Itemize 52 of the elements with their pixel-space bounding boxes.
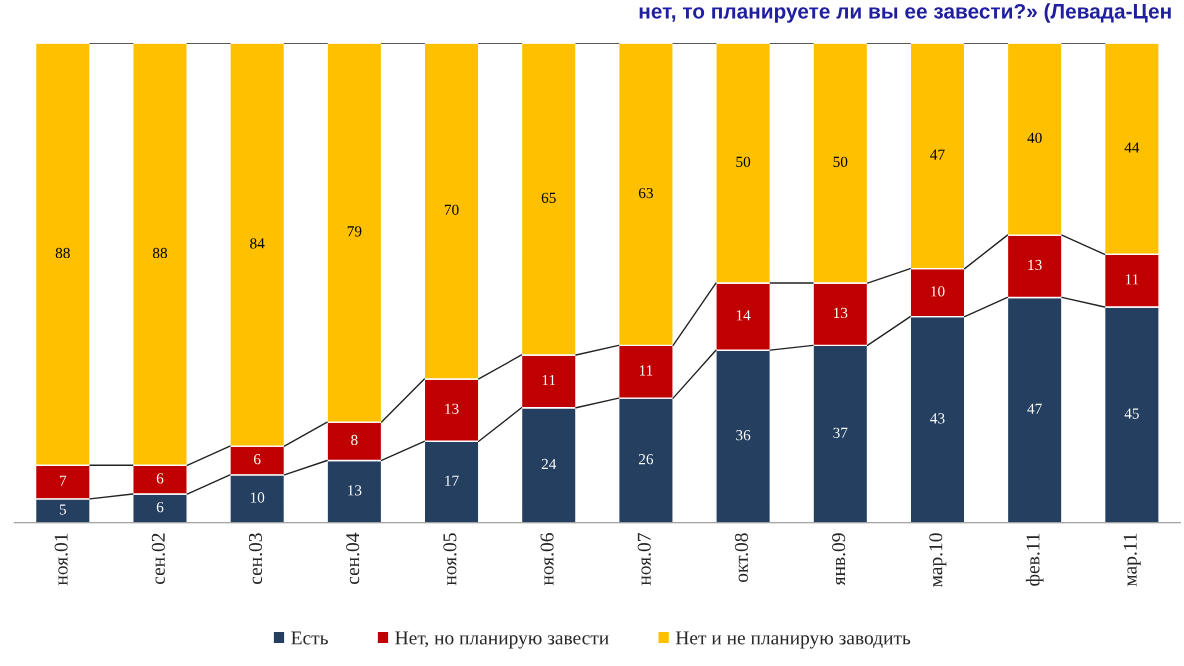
x-tick-label: окт.08 <box>734 533 749 583</box>
data-label: 26 <box>638 454 654 465</box>
x-tick-label: ноя.07 <box>637 533 651 586</box>
data-label: 63 <box>638 187 653 199</box>
x-tick-label: сен.04 <box>346 532 360 585</box>
x-tick-label: ноя.05 <box>443 533 457 586</box>
data-label: 24 <box>541 458 557 469</box>
x-tick-label: ноя.01 <box>54 533 68 586</box>
x-tick-label: фев.11 <box>1025 533 1044 586</box>
x-tick-label: сен.03 <box>248 533 263 585</box>
data-label: 65 <box>541 192 556 203</box>
data-label: 43 <box>930 413 945 424</box>
x-tick-label: ноя.06 <box>540 533 554 586</box>
data-label: 10 <box>250 492 265 503</box>
data-label: 13 <box>445 403 459 414</box>
data-label: 47 <box>1027 403 1042 414</box>
data-label: 88 <box>152 247 168 259</box>
data-label: 7 <box>59 475 67 486</box>
data-label: 11 <box>542 374 556 386</box>
chart-title: нет, то планируете ли вы ее завести?» (Левада-Цен <box>639 3 1171 23</box>
legend-label: Есть <box>291 631 328 645</box>
data-label: 6 <box>254 454 261 465</box>
data-label: 50 <box>736 156 751 167</box>
data-label: 45 <box>1124 408 1139 419</box>
data-label: 6 <box>156 473 164 484</box>
data-label: 11 <box>1125 274 1139 285</box>
data-label: 6 <box>156 501 164 513</box>
x-tick-label: сен.02 <box>151 533 165 585</box>
legend-label: Нет, но планирую завести <box>395 631 609 649</box>
data-label: 44 <box>1124 142 1140 153</box>
x-tick-label: мар.10 <box>929 533 947 587</box>
x-tick-label: янв.09 <box>832 533 846 586</box>
data-label: 14 <box>736 310 751 321</box>
data-label: 10 <box>931 286 945 297</box>
data-label: 36 <box>736 430 751 441</box>
data-label: 13 <box>348 485 362 496</box>
data-label: 88 <box>55 247 70 259</box>
data-label: 37 <box>833 427 848 438</box>
data-label: 84 <box>250 238 265 249</box>
data-label: 5 <box>59 504 67 515</box>
data-label: 13 <box>1028 259 1042 271</box>
data-label: 79 <box>347 226 362 237</box>
data-label: 13 <box>834 307 848 319</box>
data-label: 50 <box>833 156 848 167</box>
data-label: 70 <box>444 204 459 215</box>
data-label: 17 <box>445 475 459 486</box>
x-tick-label: мар.11 <box>1123 533 1141 587</box>
legend-label: Нет и не планирую заводить <box>675 631 911 649</box>
data-label: 47 <box>930 149 945 160</box>
data-label: 40 <box>1027 132 1042 144</box>
data-label: 11 <box>639 365 653 376</box>
data-label: 8 <box>351 434 358 446</box>
